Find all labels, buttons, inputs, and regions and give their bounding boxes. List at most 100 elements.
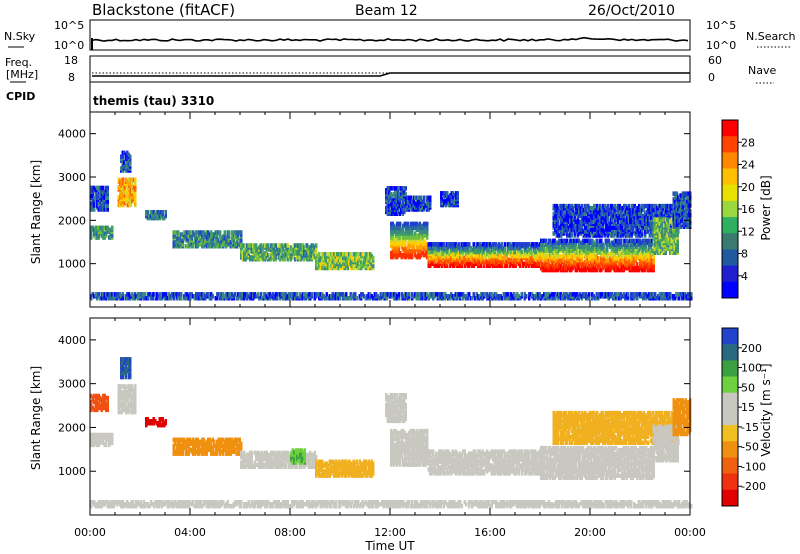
power-cell-1724 (420, 233, 423, 238)
power-cell-1193 (386, 186, 389, 191)
power-cell-1066 (346, 252, 349, 257)
power-cell-4636 (686, 212, 689, 218)
power-cell-2509 (547, 254, 550, 259)
power-cell-4429 (667, 236, 670, 242)
power-cell-3628 (591, 233, 594, 238)
power-cell-894 (307, 245, 310, 250)
power-cell-991 (330, 257, 333, 263)
power-cell-3767 (606, 203, 609, 209)
power-cell-446 (190, 230, 193, 235)
power-cell-3141 (630, 263, 633, 269)
power-cell-10 (94, 235, 97, 240)
power-cell-1211 (389, 192, 392, 197)
power-cell-2238 (504, 257, 507, 263)
power-cell-1821 (435, 257, 438, 263)
power-cell-4146 (659, 207, 662, 213)
power-cell-199 (122, 195, 125, 200)
power-cell-1698 (417, 239, 420, 244)
power-cell-4365 (660, 238, 663, 244)
power-cell-459 (195, 230, 198, 235)
power-cell-4805 (186, 292, 189, 297)
power-cell-2971 (607, 252, 610, 257)
power-cell-2805 (585, 238, 588, 244)
power-cell-1108 (357, 254, 360, 259)
power-cell-4550 (675, 191, 678, 196)
power-cell-2608 (559, 238, 562, 244)
power-cell-1504 (394, 247, 397, 252)
power-cell-170 (117, 185, 120, 190)
power-cell-4598 (681, 205, 684, 210)
power-cell-451 (193, 240, 196, 245)
power-cell-2122 (486, 263, 489, 268)
power-cell-4835 (204, 294, 207, 299)
power-cell-3652 (593, 209, 596, 215)
power-cell-4830 (201, 292, 204, 297)
power-cell-4766 (157, 294, 160, 299)
power-cell-2121 (484, 242, 487, 247)
power-cell-3551 (581, 215, 584, 221)
power-cell-229 (126, 195, 129, 200)
power-cell-1065 (346, 257, 349, 263)
power-cell-2928 (601, 250, 604, 255)
power-cell-122 (100, 197, 103, 202)
power-cell-1550 (399, 235, 402, 240)
power-cell-2277 (513, 263, 516, 268)
power-cell-1855 (439, 242, 442, 247)
power-cell-1269 (398, 195, 401, 201)
power-cell-3097 (624, 250, 627, 255)
power-cell-1346 (414, 201, 417, 206)
power-cell-3744 (603, 207, 606, 213)
power-cell-4014 (639, 205, 642, 211)
power-cell-4694 (105, 292, 108, 297)
power-cell-708 (259, 243, 262, 248)
power-cell-3871 (621, 221, 624, 226)
power-cell-3278 (648, 262, 651, 267)
power-cell-2907 (598, 242, 601, 247)
power-cell-1198 (388, 203, 391, 209)
power-cell-3150 (630, 242, 633, 247)
power-cell-4833 (202, 292, 205, 297)
power-cell-3678 (596, 213, 599, 219)
power-cell-1226 (392, 203, 395, 209)
power-cell-3919 (627, 213, 630, 219)
power-cell-1380 (424, 203, 427, 208)
power-cell-2974 (607, 238, 610, 244)
power-cell-4730 (130, 292, 133, 297)
power-cell-3775 (609, 233, 612, 238)
power-cell-3082 (622, 263, 625, 269)
power-cell-1913 (448, 242, 451, 247)
power-cell-1827 (435, 242, 438, 247)
power-cell-79 (91, 185, 94, 191)
power-cell-4856 (222, 296, 225, 301)
power-cell-145 (103, 189, 106, 195)
power-cell-267 (132, 177, 135, 182)
power-cell-4728 (129, 294, 132, 299)
power-cell-637 (243, 257, 246, 262)
power-cell-4967 (294, 292, 297, 297)
power-cell-3960 (633, 231, 636, 236)
power-cell-4917 (262, 292, 265, 297)
power-cell-4849 (216, 292, 219, 297)
power-cell-2491 (544, 248, 547, 253)
power-cell-937 (316, 254, 319, 259)
power-cell-722 (264, 251, 267, 256)
power-cell-1134 (364, 261, 367, 267)
power-cell-2045 (472, 263, 475, 268)
power-cell-225 (125, 177, 128, 182)
power-cell-1141 (366, 259, 369, 265)
noise-right-tick-bottom: 10^0 (706, 39, 736, 52)
power-cell-2710 (573, 254, 576, 259)
power-cell-3101 (624, 238, 627, 244)
power-cell-1828 (436, 263, 439, 268)
power-cell-2365 (526, 253, 529, 259)
power-cell-2967 (607, 265, 610, 271)
power-cell-34 (102, 233, 105, 238)
power-cell-4409 (664, 217, 667, 222)
power-cell-4294 (652, 236, 655, 242)
power-cell-4104 (653, 203, 656, 209)
power-cell-2639 (564, 250, 567, 255)
power-cell-3072 (621, 265, 624, 271)
power-cell-285 (121, 166, 124, 171)
power-cell-415 (181, 232, 184, 237)
